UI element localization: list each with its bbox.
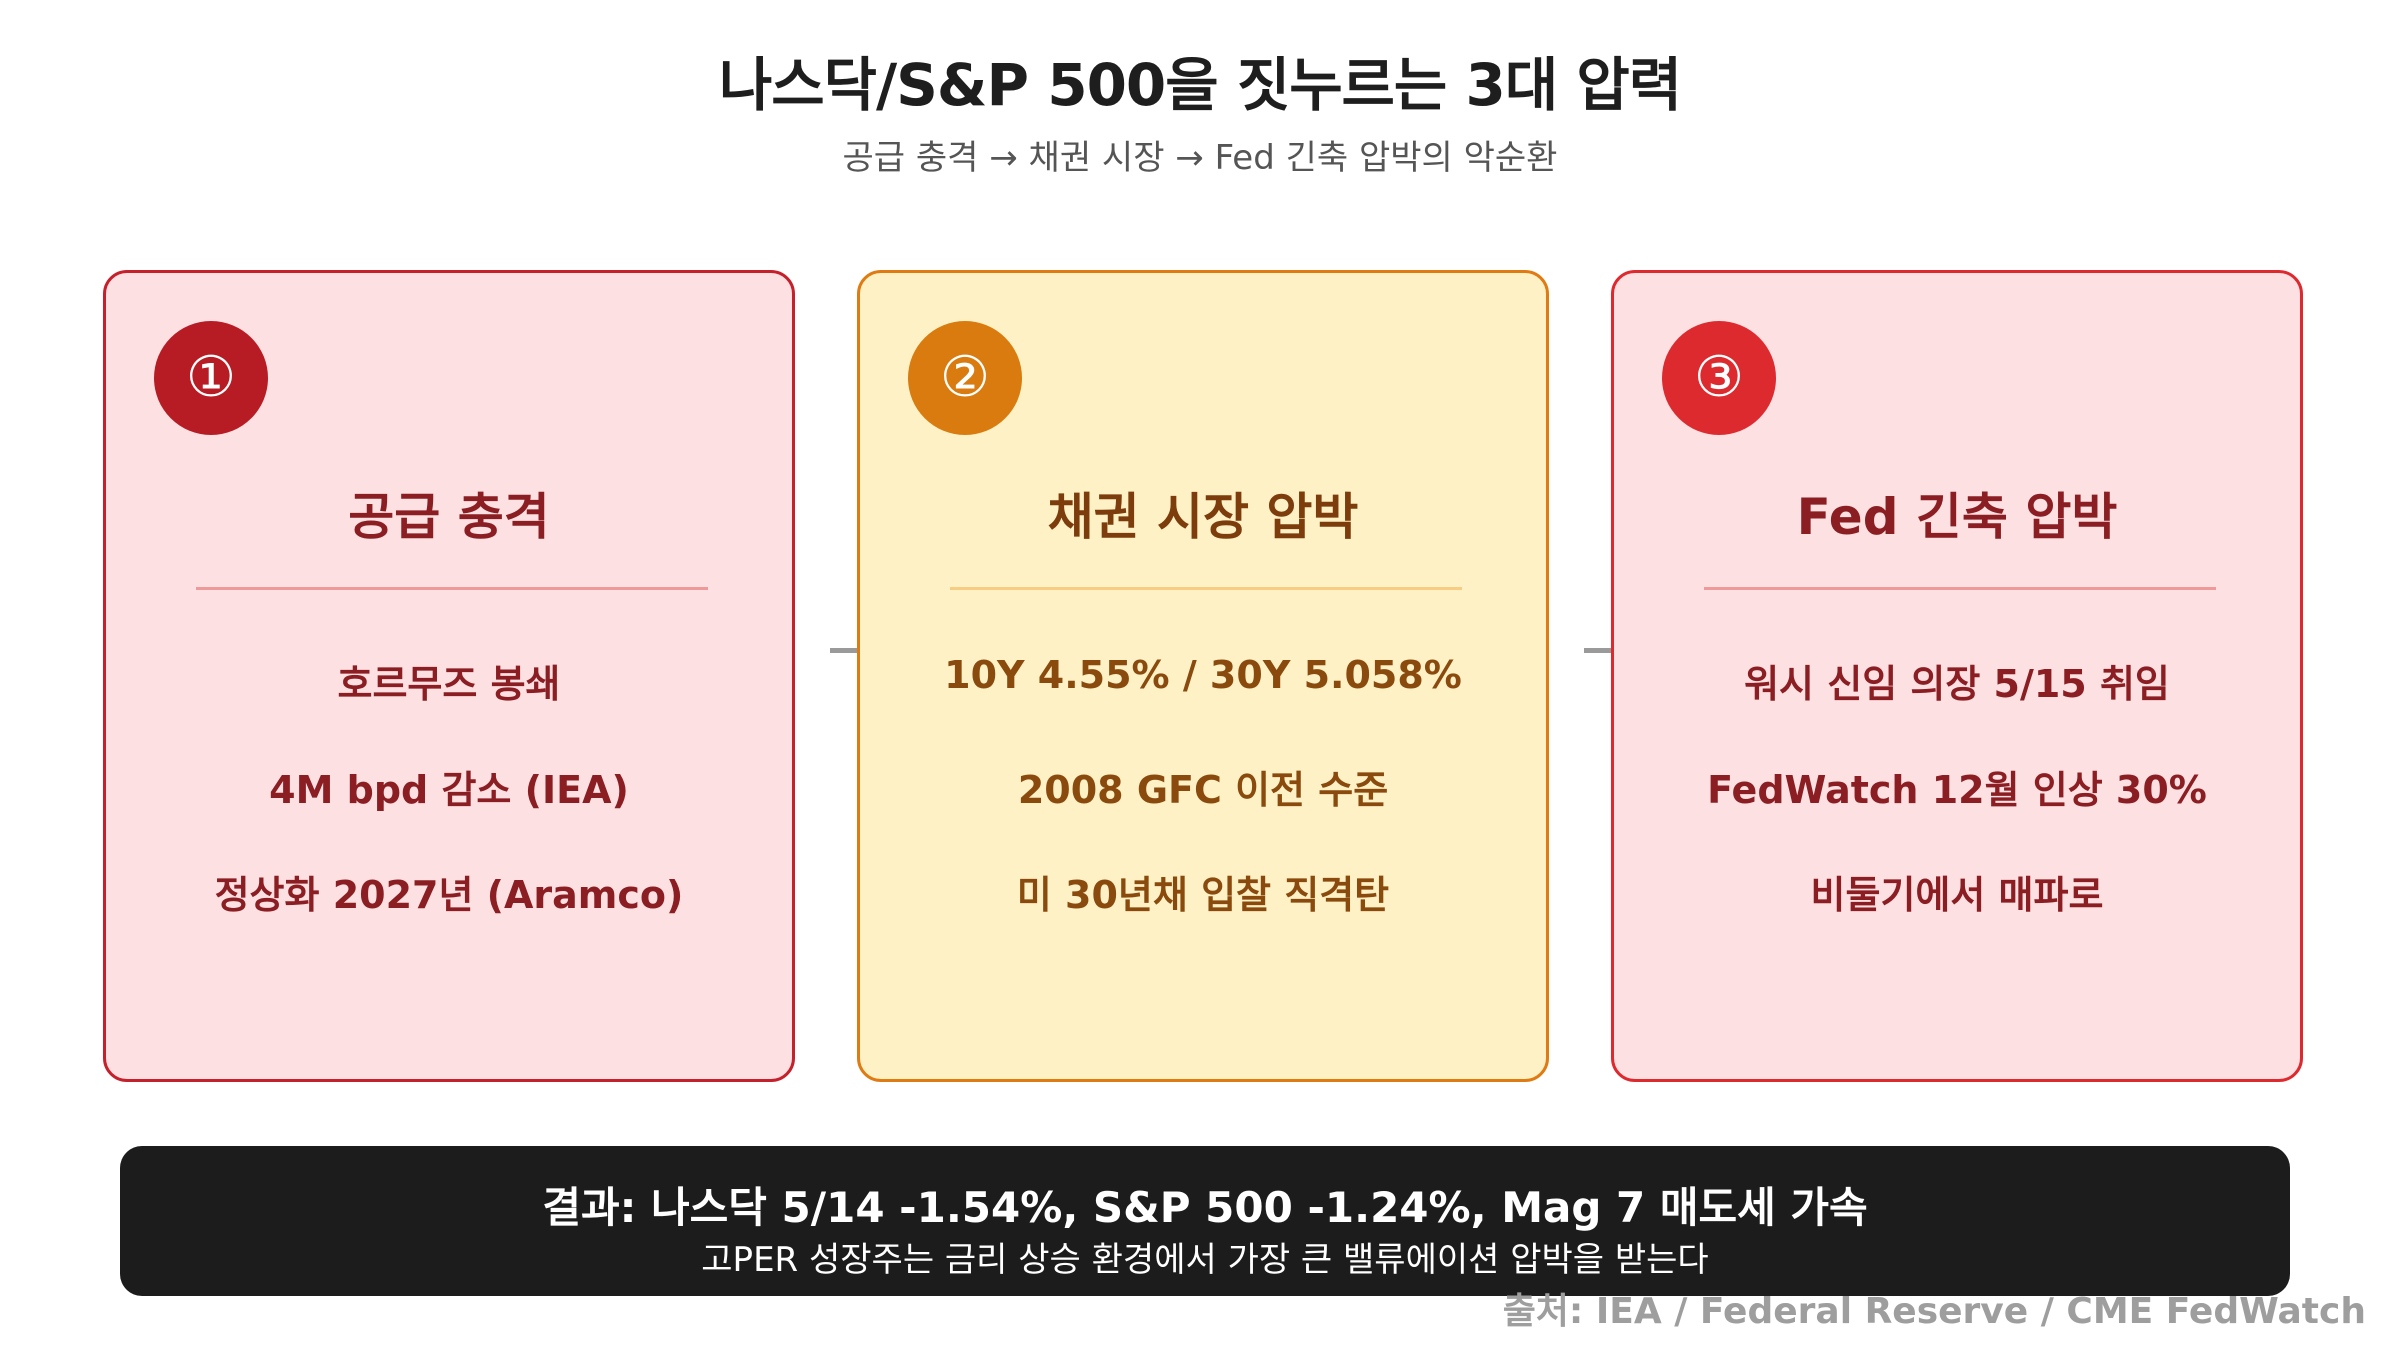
card-item: 4M bpd 감소 (IEA) xyxy=(269,768,629,812)
page-subtitle: 공급 충격 → 채권 시장 → Fed 긴축 압박의 악순환 xyxy=(842,138,1558,178)
source-note: 출처: IEA / Federal Reserve / CME FedWatch xyxy=(1502,1291,2366,1332)
card-title: Fed 긴축 압박 xyxy=(1796,488,2118,546)
pressure-card-bond-market: ② 채권 시장 압박 10Y 4.55% / 30Y 5.058% 2008 G… xyxy=(857,270,1549,1082)
card-item: 비둘기에서 매파로 xyxy=(1810,873,2104,917)
card-item: FedWatch 12월 인상 30% xyxy=(1707,768,2207,812)
card-item: 워시 신임 의장 5/15 취임 xyxy=(1744,662,2170,706)
card-title: 채권 시장 압박 xyxy=(1047,488,1359,546)
card-item: 10Y 4.55% / 30Y 5.058% xyxy=(944,653,1462,697)
card-divider xyxy=(196,587,708,590)
pressure-card-supply-shock: ① 공급 충격 호르무즈 봉쇄 4M bpd 감소 (IEA) 정상화 2027… xyxy=(103,270,795,1082)
pressure-card-fed-tightening: ③ Fed 긴축 압박 워시 신임 의장 5/15 취임 FedWatch 12… xyxy=(1611,270,2303,1082)
card-divider xyxy=(1704,587,2216,590)
result-headline: 결과: 나스닥 5/14 -1.54%, S&P 500 -1.24%, Mag… xyxy=(542,1183,1868,1232)
card-item: 2008 GFC 이전 수준 xyxy=(1017,768,1389,812)
card-connector xyxy=(830,648,858,653)
result-detail: 고PER 성장주는 금리 상승 환경에서 가장 큰 밸류에이션 압박을 받는다 xyxy=(701,1240,1709,1280)
result-banner: 결과: 나스닥 5/14 -1.54%, S&P 500 -1.24%, Mag… xyxy=(120,1146,2290,1296)
card-item: 호르무즈 봉쇄 xyxy=(337,662,561,706)
card-connector xyxy=(1584,648,1612,653)
card-item: 미 30년채 입찰 직격탄 xyxy=(1016,873,1390,917)
card-title: 공급 충격 xyxy=(348,488,550,546)
card-divider xyxy=(950,587,1462,590)
card-item: 정상화 2027년 (Aramco) xyxy=(214,873,684,917)
page-title: 나스닥/S&P 500을 짓누르는 3대 압력 xyxy=(718,51,1682,119)
card-number-badge: ② xyxy=(908,321,1022,435)
card-number-badge: ① xyxy=(154,321,268,435)
card-number-badge: ③ xyxy=(1662,321,1776,435)
